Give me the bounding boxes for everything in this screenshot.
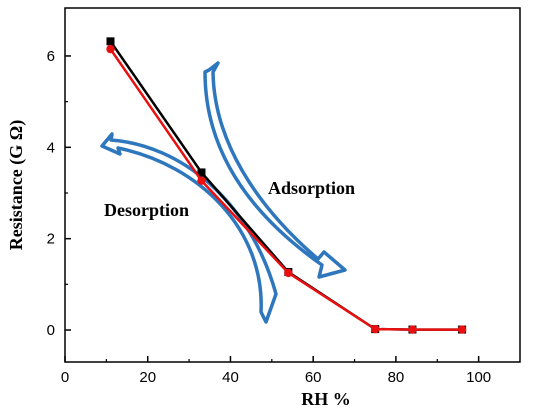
series-1-point: [457, 325, 467, 334]
series-1-point: [197, 176, 206, 185]
desorption-arrow: [100, 132, 278, 324]
y-tick-label: 2: [47, 231, 55, 248]
arrows-layer: [100, 61, 347, 324]
x-tick-label: 100: [466, 369, 491, 386]
x-tick-label: 40: [222, 369, 239, 386]
y-tick-label: 4: [47, 139, 55, 156]
x-axis-title: RH %: [301, 389, 351, 409]
series-layer: [106, 37, 467, 334]
annotation-adsorption: Adsorption: [268, 178, 355, 198]
series-1-point: [284, 268, 293, 278]
adsorption-arrow: [203, 61, 347, 279]
y-axis-title: Resistance (G Ω): [6, 120, 27, 250]
y-tick-label: 6: [47, 48, 55, 65]
plot-frame: [64, 7, 521, 363]
series-1-point: [106, 44, 115, 54]
y-tick-label: 0: [47, 322, 55, 339]
annotation-desorption: Desorption: [104, 200, 189, 220]
x-tick-label: 0: [61, 369, 69, 386]
x-tick-label: 20: [139, 369, 156, 386]
series-line-1: [109, 48, 463, 331]
series-0-point: [106, 37, 115, 46]
series-0-point: [197, 168, 206, 177]
axes-layer: 0 20 40 60 80 100 0 2 4 6: [47, 7, 521, 386]
x-tick-label: 60: [305, 369, 322, 386]
series-1-point: [408, 325, 417, 334]
x-tick-label: 80: [388, 369, 405, 386]
series-1-point: [371, 324, 380, 334]
